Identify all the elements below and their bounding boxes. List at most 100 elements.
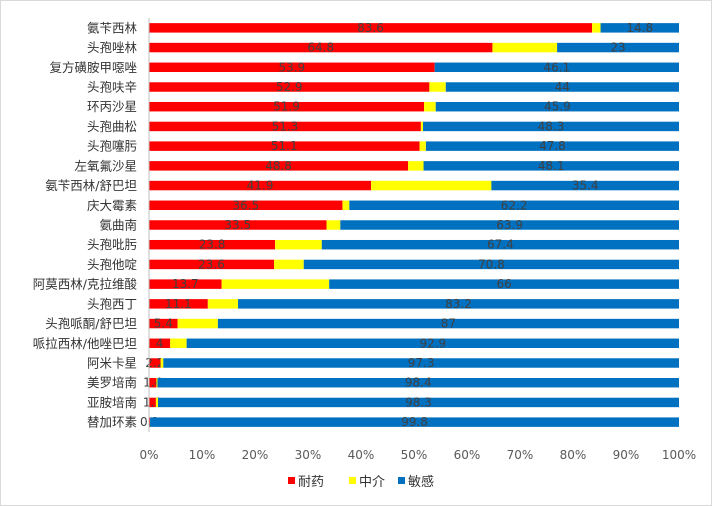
- category-label-8: 左氧氟沙星: [74, 158, 137, 173]
- bar-segment-3-8: [423, 161, 679, 171]
- bar-segment-2-12: [275, 239, 322, 250]
- category-label-19: 美罗培南: [87, 375, 137, 390]
- data-label-1-8: 48.8: [265, 159, 292, 173]
- data-label-1-17: 4: [156, 336, 164, 350]
- data-label-1-6: 51.3: [272, 119, 299, 133]
- x-tick-label-3: 20%: [242, 448, 269, 462]
- legend-label-1: 耐药: [298, 475, 324, 490]
- category-label-15: 头孢西丁: [87, 296, 137, 311]
- data-label-3-20: 98.3: [405, 395, 432, 409]
- data-label-3-5: 45.9: [544, 100, 571, 114]
- category-label-18: 阿米卡星: [87, 356, 137, 371]
- data-label-3-13: 70.8: [478, 257, 505, 271]
- bar-segment-2-1: [592, 23, 601, 33]
- data-label-1-4: 52.9: [276, 80, 303, 94]
- data-label-1-15: 11.1: [165, 297, 192, 311]
- data-label-1-13: 23.6: [198, 257, 225, 271]
- category-label-9: 氨苄西林/舒巴坦: [45, 178, 137, 193]
- bar-segment-3-7: [425, 141, 679, 151]
- category-label-12: 头孢吡肟: [87, 237, 137, 252]
- data-label-1-12: 23.8: [199, 238, 226, 252]
- data-label-1-16: 5.4: [154, 317, 173, 331]
- bar-segment-2-6: [420, 121, 424, 132]
- bar-segment-3-13: [303, 259, 679, 270]
- bar-segment-3-16: [217, 318, 679, 329]
- data-label-1-14: 13.7: [172, 277, 199, 291]
- data-label-3-12: 67.4: [487, 238, 514, 252]
- bar-segment-2-16: [177, 318, 218, 329]
- bar-segment-2-4: [429, 82, 446, 92]
- bar-segment-2-11: [326, 220, 341, 230]
- category-label-16: 头孢哌酮/舒巴坦: [45, 316, 137, 331]
- bar-segment-2-9: [371, 180, 492, 191]
- category-label-3: 复方磺胺甲噁唑: [49, 60, 137, 75]
- category-label-2: 头孢唑林: [87, 40, 138, 55]
- category-label-1: 氨苄西林: [87, 20, 138, 35]
- bar-segment-2-10: [342, 200, 350, 211]
- data-label-1-18: 2.2: [145, 356, 164, 370]
- data-label-3-11: 63.9: [496, 218, 523, 232]
- category-labels: 氨苄西林头孢唑林复方磺胺甲噁唑头孢呋辛环丙沙星头孢曲松头孢噻肟左氧氟沙星氨苄西林…: [33, 20, 138, 429]
- data-label-3-14: 66: [496, 277, 511, 291]
- category-label-14: 阿莫西林/克拉维酸: [33, 277, 138, 292]
- data-label-3-7: 47.8: [539, 139, 566, 153]
- data-label-3-3: 46.1: [543, 60, 570, 74]
- data-label-1-9: 41.9: [247, 179, 274, 193]
- legend-label-3: 敏感: [408, 474, 434, 490]
- bars-layer: 83.6 14.8 64.8 23 53.9 46.1 52.9 44 51.9 45.9 51.3…: [140, 21, 680, 429]
- data-label-1-10: 36.5: [232, 198, 259, 212]
- category-label-4: 头孢呋辛: [87, 80, 137, 95]
- bar-segment-1-5: [149, 101, 425, 112]
- category-label-17: 哌拉西林/他唑巴坦: [33, 336, 137, 351]
- category-label-10: 庆大霉素: [87, 198, 137, 213]
- legend-swatch-1: [288, 477, 295, 484]
- bar-segment-3-15: [238, 299, 680, 309]
- category-label-21: 替加环素: [87, 415, 137, 430]
- data-label-1-5: 51.9: [273, 100, 300, 114]
- bar-segment-3-3: [434, 62, 679, 73]
- bar-segment-2-2: [492, 42, 558, 53]
- data-label-1-3: 53.9: [278, 60, 305, 74]
- bar-segment-2-17: [170, 338, 187, 349]
- data-label-3-15: 83.2: [445, 297, 472, 311]
- data-label-3-6: 48.3: [538, 119, 565, 133]
- data-label-3-9: 35.4: [572, 179, 599, 193]
- bar-segment-1-15: [149, 299, 208, 309]
- legend-swatch-3: [398, 477, 405, 484]
- bar-segment-3-14: [329, 279, 679, 289]
- x-tick-label-7: 60%: [454, 448, 481, 462]
- bar-segment-1-20: [149, 397, 156, 408]
- legend-label-2: 中介: [359, 475, 385, 490]
- category-label-7: 头孢噻肟: [87, 139, 137, 154]
- x-tick-label-9: 80%: [560, 448, 587, 462]
- data-label-3-8: 48.1: [538, 159, 565, 173]
- bar-segment-1-3: [149, 62, 435, 73]
- legend-swatch-2: [349, 477, 356, 484]
- category-label-20: 亚胺培南: [87, 395, 137, 410]
- bar-segment-3-9: [491, 180, 679, 191]
- x-tick-label-11: 100%: [662, 448, 696, 462]
- x-tick-label-2: 10%: [189, 448, 216, 462]
- bar-segment-1-8: [149, 161, 409, 171]
- bar-segment-3-1: [600, 23, 679, 33]
- data-label-3-18: 97.3: [408, 356, 435, 370]
- bar-segment-2-8: [408, 161, 424, 171]
- x-tick-label-1: 0%: [139, 448, 158, 462]
- bar-segment-3-20: [158, 397, 679, 408]
- bar-segment-1-14: [149, 279, 222, 289]
- bar-segment-3-21: [150, 417, 679, 427]
- bar-segment-3-11: [340, 220, 679, 230]
- bar-segment-2-13: [274, 259, 304, 270]
- bar-segment-2-15: [207, 299, 239, 309]
- bar-segment-2-19: [156, 377, 158, 388]
- bar-segment-2-18: [160, 358, 164, 368]
- bar-segment-3-17: [186, 338, 679, 349]
- data-label-1-1: 83.6: [357, 21, 384, 35]
- data-label-3-21: 99.8: [401, 415, 428, 429]
- bar-segment-3-10: [349, 200, 679, 211]
- bar-segment-1-4: [149, 82, 430, 92]
- data-label-3-2: 23: [610, 41, 625, 55]
- bar-segment-1-17: [149, 338, 171, 349]
- bar-segment-3-5: [435, 101, 679, 112]
